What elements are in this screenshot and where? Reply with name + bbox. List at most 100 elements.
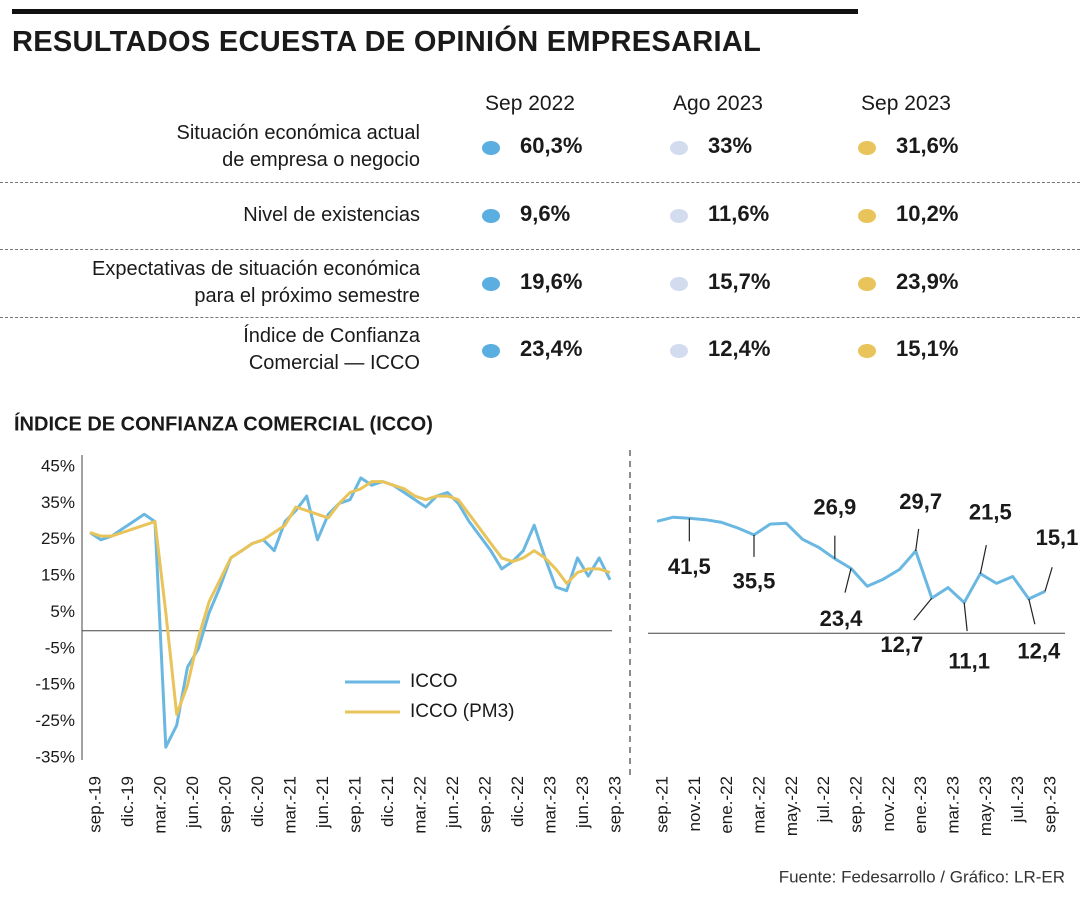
label-leader — [915, 528, 920, 552]
x-tick: nov.-21 — [685, 776, 704, 831]
cell-value: 33% — [708, 133, 753, 158]
x-tick: sep.-20 — [215, 776, 234, 833]
row-separator — [0, 317, 1080, 318]
y-tick-label: 45% — [41, 456, 75, 475]
legend-label: ICCO — [410, 671, 458, 692]
x-tick: dic.-19 — [118, 776, 137, 827]
x-tick-label: jun.-23 — [573, 776, 592, 829]
data-line — [89, 480, 611, 716]
legend-dot — [482, 344, 500, 358]
x-tick-label: jun.-22 — [443, 776, 462, 829]
cell-value: 15,7% — [708, 269, 771, 294]
x-tick: jun.-23 — [573, 776, 592, 829]
x-tick-label: mar.-20 — [150, 776, 169, 834]
x-tick: mar.-22 — [749, 776, 768, 834]
y-tick-label: 15% — [41, 566, 75, 585]
x-tick-label: sep.-22 — [475, 776, 494, 833]
y-tick-label: -35% — [35, 747, 75, 766]
x-tick: dic.-21 — [378, 776, 397, 827]
label-leader — [1028, 598, 1036, 625]
value-label: 35,5 — [733, 569, 776, 594]
column-header: Sep 2022 — [485, 92, 575, 115]
x-tick: nov.-22 — [879, 776, 898, 831]
x-tick: may.-22 — [782, 776, 801, 836]
x-tick: jun.-21 — [313, 776, 332, 829]
cell-value: 9,6% — [520, 201, 571, 226]
value-label: 26,9 — [813, 495, 856, 520]
x-tick-label: dic.-19 — [118, 776, 137, 827]
x-tick: jun.-22 — [443, 776, 462, 829]
row-separator — [0, 182, 1080, 183]
cell-value: 31,6% — [896, 133, 959, 158]
label-leader — [844, 568, 852, 593]
legend-dot — [670, 141, 688, 155]
page-title: RESULTADOS ECUESTA DE OPINIÓN EMPRESARIA… — [12, 26, 762, 58]
x-tick-label: sep.-23 — [1040, 776, 1059, 833]
cell-value: 11,6% — [708, 201, 770, 226]
x-tick-label: sep.-19 — [85, 776, 104, 833]
value-label: 15,1 — [1036, 525, 1079, 550]
x-tick-label: jul.-23 — [1008, 776, 1027, 823]
y-tick-label: 25% — [41, 529, 75, 548]
y-tick-label: -25% — [35, 711, 75, 730]
y-tick-label: 35% — [41, 493, 75, 512]
x-tick-label: mar.-23 — [540, 776, 559, 834]
x-tick: jul.-22 — [814, 776, 833, 823]
label-leader — [913, 597, 933, 621]
x-tick: dic.-22 — [508, 776, 527, 827]
x-tick-label: sep.-20 — [215, 776, 234, 833]
x-tick: sep.-19 — [85, 776, 104, 833]
x-tick-label: nov.-21 — [685, 776, 704, 831]
legend-dot — [482, 209, 500, 223]
legend-dot — [858, 277, 876, 291]
legend-label: ICCO (PM3) — [410, 701, 515, 722]
label-leader — [979, 544, 987, 574]
x-tick-label: mar.-23 — [943, 776, 962, 834]
value-label: 41,5 — [668, 554, 711, 579]
y-tick-label: -5% — [45, 638, 75, 657]
x-tick: mar.-23 — [943, 776, 962, 834]
y-tick-label: -15% — [35, 675, 75, 694]
cell-value: 23,4% — [520, 336, 583, 361]
legend-dot — [858, 344, 876, 358]
legend-dot — [482, 277, 500, 291]
legend-dot — [858, 141, 876, 155]
data-line — [89, 476, 612, 749]
cell-value: 60,3% — [520, 133, 583, 158]
x-tick: sep.-23 — [1040, 776, 1059, 833]
row-label: Índice de Confianza Comercial — ICCO — [243, 325, 420, 374]
x-tick-label: mar.-22 — [749, 776, 768, 834]
x-tick-label: may.-23 — [976, 776, 995, 836]
x-tick: sep.-22 — [475, 776, 494, 833]
x-tick: sep.-21 — [652, 776, 671, 833]
x-tick-label: dic.-22 — [508, 776, 527, 827]
x-tick-label: nov.-22 — [879, 776, 898, 831]
x-tick-label: jun.-20 — [183, 776, 202, 829]
row-separator — [0, 249, 1080, 250]
label-leader — [1044, 567, 1053, 592]
value-label: 12,7 — [880, 632, 923, 657]
cell-value: 23,9% — [896, 269, 959, 294]
x-tick-label: sep.-22 — [846, 776, 865, 833]
data-line — [656, 515, 1046, 604]
x-tick-label: jul.-22 — [814, 776, 833, 823]
row-label: Expectativas de situación económica para… — [92, 258, 420, 307]
source: Fuente: Fedesarrollo / Gráfico: LR-ER — [779, 867, 1065, 886]
x-tick-label: jun.-21 — [313, 776, 332, 829]
value-label: 12,4 — [1017, 639, 1061, 664]
chart-title: ÍNDICE DE CONFIANZA COMERCIAL (ICCO) — [14, 412, 433, 435]
cell-value: 12,4% — [708, 336, 771, 361]
x-tick-label: dic.-21 — [378, 776, 397, 827]
cell-value: 15,1% — [896, 336, 959, 361]
legend-dot — [670, 344, 688, 358]
column-header: Ago 2023 — [673, 92, 763, 115]
x-tick: dic.-20 — [248, 776, 267, 827]
legend-dot — [670, 209, 688, 223]
column-header: Sep 2023 — [861, 92, 951, 115]
label-leader — [963, 602, 968, 632]
legend-dot — [482, 141, 500, 155]
x-tick-label: ene.-23 — [911, 776, 930, 834]
legend-dot — [858, 209, 876, 223]
